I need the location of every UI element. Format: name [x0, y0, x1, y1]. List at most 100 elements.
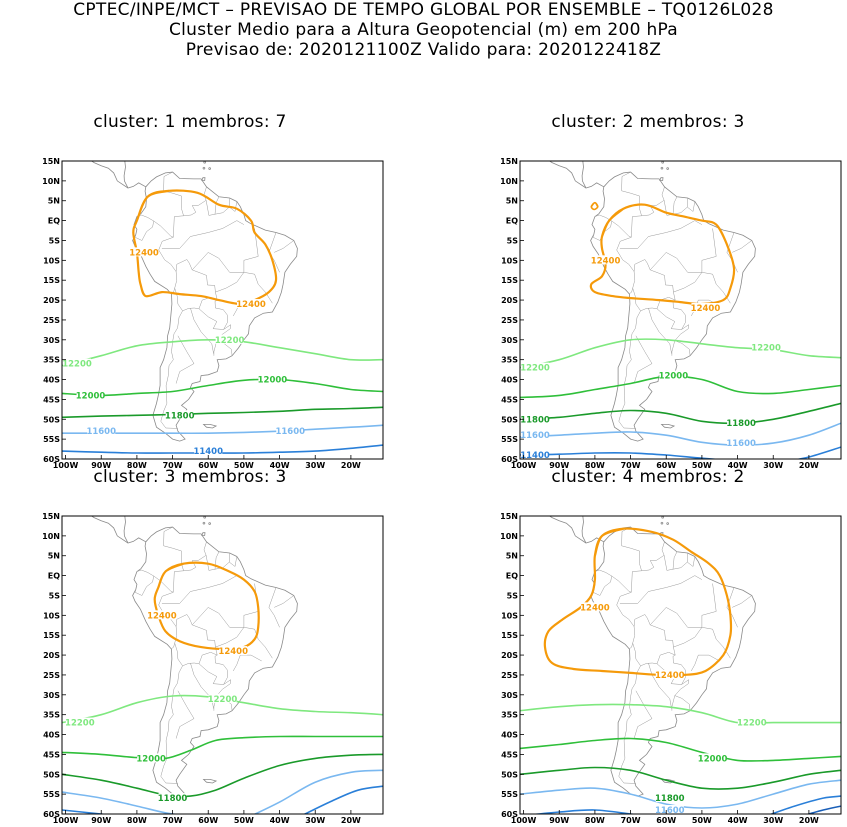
country-border [134, 569, 154, 596]
country-border [160, 310, 183, 429]
lat-label: 20S [43, 296, 60, 305]
lat-label: 15S [501, 276, 518, 285]
map-layer [520, 147, 841, 459]
lat-label: 60S [501, 455, 518, 464]
small-island [666, 167, 669, 170]
lat-label: 35S [43, 356, 60, 365]
lon-label: 70W [621, 816, 641, 825]
country-border [671, 340, 691, 356]
contour-label-bg [130, 247, 159, 257]
isoline-11400 [62, 444, 383, 454]
contour-label: 11600 [520, 431, 550, 441]
small-island [661, 159, 663, 161]
small-island [208, 167, 211, 170]
lat-label: 15N [500, 512, 518, 521]
contour-label: 12200 [62, 360, 92, 370]
country-border [205, 551, 220, 571]
country-border [163, 526, 184, 593]
contour-label: 11600 [726, 439, 756, 449]
lon-label: 40W [728, 461, 748, 470]
country-border [619, 220, 703, 249]
contour-label-bg [521, 430, 549, 440]
lat-label: 20S [43, 651, 60, 660]
contour-label: 12400 [218, 647, 248, 657]
country-border [163, 171, 184, 238]
caribbean-island [157, 497, 178, 505]
country-border [192, 252, 244, 273]
country-border [633, 690, 653, 739]
lat-label: 25S [501, 671, 518, 680]
lat-label: 15S [43, 276, 60, 285]
country-border [672, 552, 688, 570]
small-island [660, 166, 664, 170]
caribbean-island [615, 497, 636, 505]
small-island [201, 155, 203, 157]
contour-label-bg [258, 374, 287, 384]
lon-label: 40W [270, 816, 290, 825]
lon-label: 100W [511, 816, 537, 825]
country-border [618, 310, 641, 429]
country-border [641, 186, 665, 217]
country-border [192, 607, 244, 628]
caribbean-island [143, 148, 151, 150]
header-line-2: Cluster Medio para a Altura Geopotencial… [168, 20, 679, 40]
lon-label: 100W [53, 461, 79, 470]
isoline-11600 [253, 769, 383, 814]
country-border [205, 196, 220, 216]
isoline-11400 [769, 795, 841, 814]
small-island [197, 148, 199, 150]
lat-label: 50S [43, 415, 60, 424]
country-border [174, 259, 218, 312]
country-border [229, 556, 238, 567]
contour-label: 12400 [580, 603, 610, 613]
country-border [134, 214, 154, 241]
south-america-coastline [132, 526, 298, 797]
caribbean-island [157, 142, 178, 150]
lon-label: 40W [728, 816, 748, 825]
lat-label: 45S [501, 395, 518, 404]
lon-label: 30W [305, 461, 325, 470]
isoline-12400 [153, 561, 260, 651]
caribbean-island [641, 502, 647, 504]
map-frame [519, 160, 842, 460]
contour-label-bg [727, 418, 756, 428]
small-island [203, 159, 205, 161]
contour-label-bg [521, 450, 549, 460]
country-border [732, 240, 752, 253]
lon-label: 50W [692, 816, 712, 825]
lon-label: 30W [305, 816, 325, 825]
contour-label-bg [65, 717, 94, 727]
lon-label: 90W [91, 816, 111, 825]
contour-label-bg [147, 610, 176, 620]
country-border [656, 299, 686, 330]
caribbean-island [641, 147, 647, 149]
contour-label-bg [521, 414, 549, 424]
country-border [672, 197, 688, 215]
contour-label-bg [237, 299, 266, 309]
lat-label: 30S [43, 336, 60, 345]
country-border [619, 575, 703, 604]
country-border [648, 662, 672, 709]
central-america-coastline [123, 161, 146, 189]
contour-label: 11600 [655, 806, 685, 816]
lon-label: 40W [270, 461, 290, 470]
lat-label: 25S [43, 671, 60, 680]
small-island [190, 504, 192, 506]
lon-label: 60W [198, 461, 218, 470]
isoline-11800 [520, 766, 841, 790]
caribbean-island [183, 502, 189, 504]
isoline-11800 [62, 406, 383, 419]
lon-label: 20W [341, 816, 361, 825]
contour-label: 12200 [65, 719, 95, 729]
contour-label-bg [87, 426, 116, 436]
country-border [618, 665, 641, 784]
central-america-pacific-coastline [548, 161, 587, 189]
lon-label: 60W [656, 461, 676, 470]
lat-label: 5S [507, 591, 519, 600]
contour-label-bg [137, 753, 166, 763]
lat-label: 5N [48, 552, 60, 561]
country-border [726, 232, 738, 273]
lon-label: 50W [234, 461, 254, 470]
small-island [661, 516, 664, 519]
small-island [202, 166, 206, 170]
